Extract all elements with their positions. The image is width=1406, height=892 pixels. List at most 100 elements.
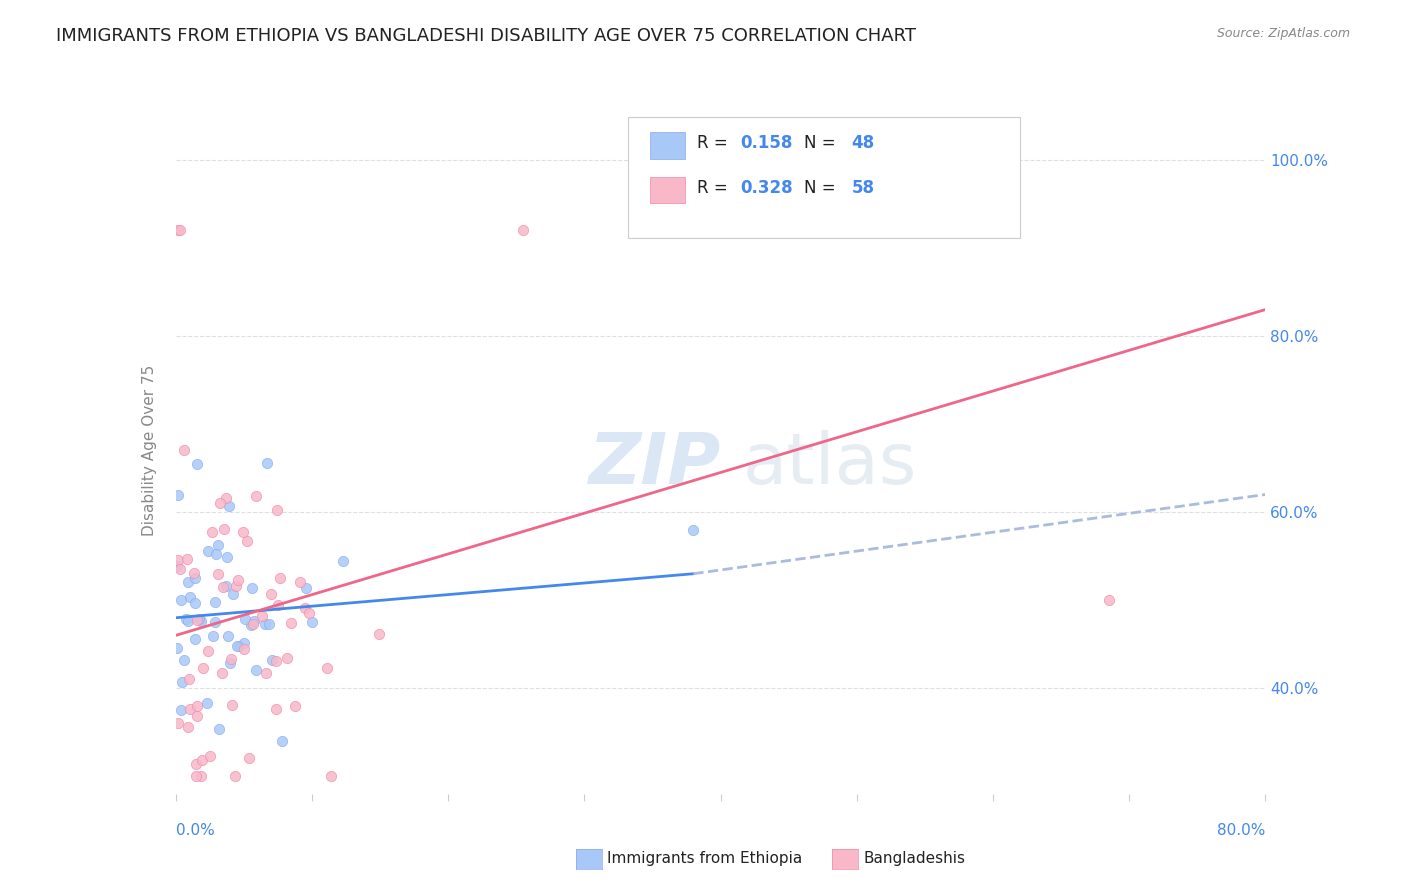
Text: Immigrants from Ethiopia: Immigrants from Ethiopia [607, 852, 803, 866]
Point [245, 663, 267, 677]
Point [266, 503, 288, 517]
Point [170, 592, 193, 607]
Point [184, 571, 207, 585]
Point [245, 490, 267, 504]
Point [260, 652, 283, 666]
Point [183, 566, 205, 580]
Point [173, 443, 195, 458]
Point [166, 640, 188, 655]
Point [368, 627, 391, 641]
Point [204, 615, 226, 630]
Point [232, 524, 254, 539]
Point [208, 722, 231, 736]
Point [214, 491, 236, 505]
Point [218, 499, 240, 513]
Point [264, 654, 287, 668]
Point [198, 749, 221, 764]
Point [219, 656, 242, 670]
Point [179, 702, 201, 716]
Point [264, 702, 287, 716]
Point [200, 525, 222, 540]
Point [294, 601, 316, 615]
Point [211, 665, 233, 680]
Point [242, 614, 264, 628]
FancyBboxPatch shape [650, 132, 685, 159]
Point [173, 653, 195, 667]
Point [235, 612, 257, 626]
Text: Bangladeshis: Bangladeshis [863, 852, 966, 866]
Point [186, 457, 208, 471]
Point [172, 674, 194, 689]
Point [177, 720, 200, 734]
FancyBboxPatch shape [628, 118, 1021, 237]
Point [188, 612, 211, 626]
Point [269, 571, 291, 585]
Point [179, 591, 201, 605]
Text: 0.158: 0.158 [740, 135, 793, 153]
Point [238, 751, 260, 765]
Point [166, 558, 188, 573]
Point [186, 699, 208, 714]
Point [174, 611, 197, 625]
Point [179, 672, 201, 686]
Point [226, 573, 249, 587]
Point [207, 566, 229, 581]
Text: R =: R = [696, 135, 733, 153]
Point [295, 582, 318, 596]
Point [280, 615, 302, 630]
Point [186, 709, 208, 723]
Point [205, 547, 228, 561]
Point [190, 614, 212, 628]
Point [276, 651, 298, 665]
Point [270, 734, 292, 748]
Point [240, 581, 263, 595]
Text: ZIP: ZIP [589, 430, 721, 499]
Text: 58: 58 [852, 179, 875, 197]
Point [267, 599, 290, 613]
Point [197, 544, 219, 558]
Text: 0.328: 0.328 [740, 179, 793, 197]
Text: Source: ZipAtlas.com: Source: ZipAtlas.com [1216, 27, 1350, 40]
Text: 80.0%: 80.0% [1218, 823, 1265, 838]
Point [301, 615, 323, 629]
Point [240, 618, 263, 632]
Point [225, 639, 247, 653]
Point [167, 715, 190, 730]
Point [222, 587, 245, 601]
Point [242, 616, 264, 631]
Point [211, 581, 233, 595]
Point [316, 661, 339, 675]
Point [232, 642, 254, 657]
Point [169, 562, 191, 576]
Point [186, 614, 208, 628]
Text: N =: N = [804, 179, 841, 197]
Point [167, 488, 190, 502]
Point [184, 596, 207, 610]
Point [682, 523, 704, 537]
Point [284, 699, 307, 714]
Point [184, 769, 207, 783]
Point [202, 629, 225, 643]
Point [204, 595, 226, 609]
Text: R =: R = [696, 179, 733, 197]
Point [319, 769, 342, 783]
Text: 48: 48 [852, 135, 875, 153]
Point [167, 223, 190, 237]
Point [290, 574, 312, 589]
Point [254, 665, 277, 680]
Point [176, 551, 198, 566]
Point [512, 223, 534, 237]
Point [190, 769, 212, 783]
Point [207, 538, 229, 552]
FancyBboxPatch shape [650, 178, 685, 203]
Point [228, 639, 250, 653]
Point [1098, 593, 1121, 607]
Text: N =: N = [804, 135, 841, 153]
Point [191, 753, 214, 767]
Point [225, 578, 247, 592]
Point [177, 574, 200, 589]
Point [217, 629, 239, 643]
Point [297, 606, 319, 620]
Point [219, 652, 242, 666]
Point [170, 703, 193, 717]
